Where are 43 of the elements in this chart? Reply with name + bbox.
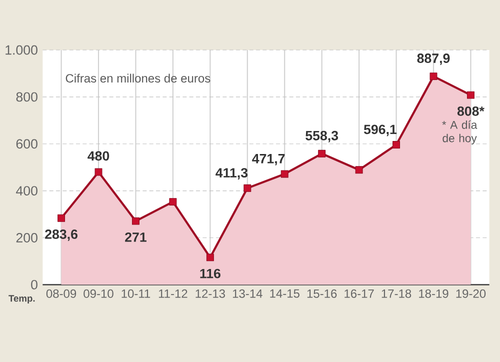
data-label: 808* xyxy=(457,106,484,116)
x-tick-label: 14-15 xyxy=(270,289,300,298)
x-tick-label: 19-20 xyxy=(456,289,486,298)
point xyxy=(392,141,400,149)
point xyxy=(132,217,140,225)
data-label: 283,6 xyxy=(45,230,78,241)
point xyxy=(355,166,363,174)
point xyxy=(430,72,438,80)
data-label: 558,3 xyxy=(306,130,338,142)
data-label: 471,7 xyxy=(252,154,285,166)
point xyxy=(318,150,326,158)
data-label: 887,9 xyxy=(417,54,450,65)
y-tick-label: 0 xyxy=(31,280,38,290)
annotation: * A día de hoy xyxy=(442,120,478,144)
y-tick-label: 800 xyxy=(16,92,38,102)
point xyxy=(58,214,66,222)
annotation: Cifras en millones de euros xyxy=(66,74,210,83)
point xyxy=(169,198,177,206)
x-tick-label: 15-16 xyxy=(307,289,337,298)
data-label: 116 xyxy=(200,268,220,278)
y-tick-label: 600 xyxy=(16,139,38,149)
y-tick-label: 200 xyxy=(16,233,38,242)
point xyxy=(94,168,102,176)
x-axis-title: Temp. xyxy=(8,295,35,304)
y-tick-label: 400 xyxy=(16,186,38,196)
x-tick-label: 08-09 xyxy=(46,289,76,298)
x-tick-label: 10-11 xyxy=(122,289,150,298)
point xyxy=(206,254,214,262)
y-tick-label: 1.000 xyxy=(6,45,38,55)
x-tick-label: 18-19 xyxy=(419,289,448,298)
data-label: 480 xyxy=(88,151,110,161)
point xyxy=(280,170,288,178)
data-label: 411,3 xyxy=(216,168,248,180)
data-label: 596,1 xyxy=(364,124,397,136)
x-tick-label: 12-13 xyxy=(196,289,225,298)
x-tick-label: 17-18 xyxy=(382,289,412,298)
point xyxy=(244,184,252,192)
x-tick-label: 13-14 xyxy=(232,289,262,298)
data-label: 271 xyxy=(125,232,146,242)
x-tick-label: 09-10 xyxy=(84,289,114,298)
point xyxy=(466,91,474,99)
x-tick-label: 16-17 xyxy=(344,289,374,298)
x-tick-label: 11-12 xyxy=(158,289,188,298)
